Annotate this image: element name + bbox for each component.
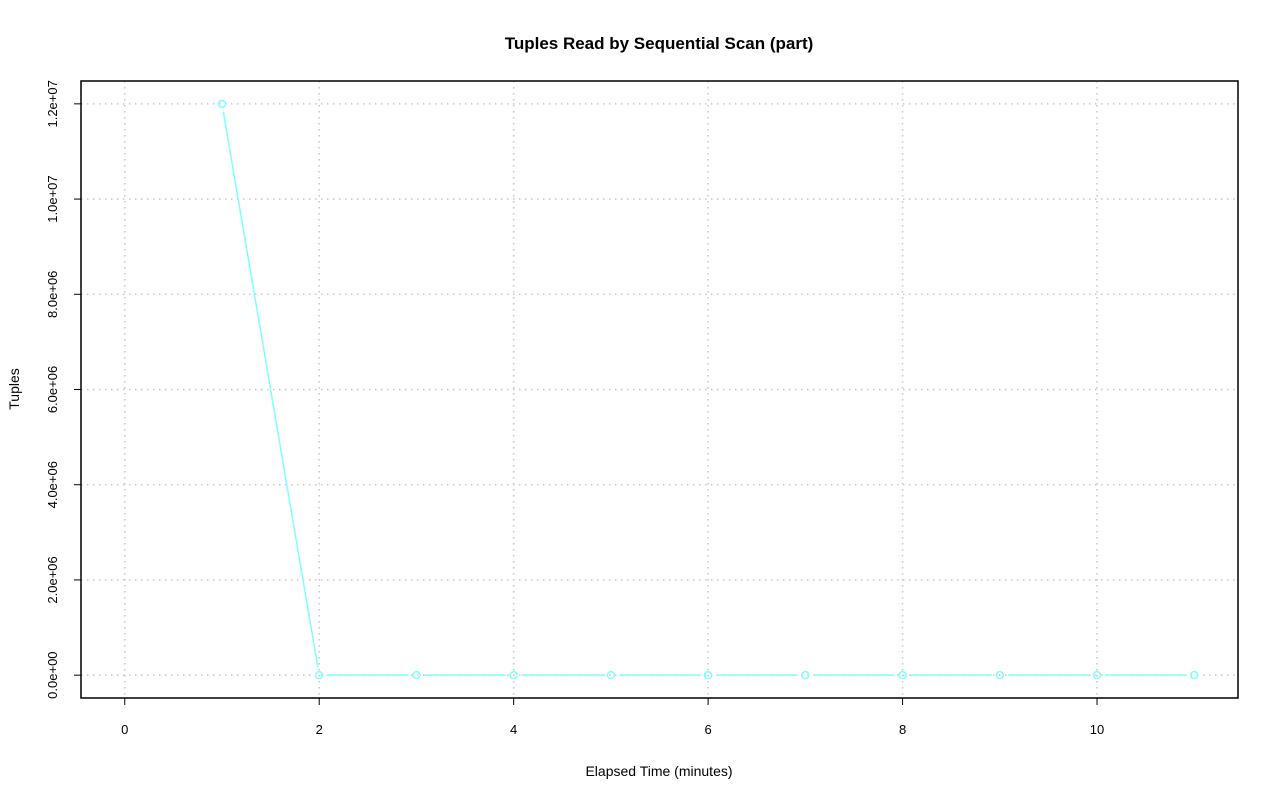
data-point bbox=[801, 670, 810, 680]
y-tick-label: 8.0e+06 bbox=[45, 271, 60, 318]
x-tick-label: 4 bbox=[510, 722, 517, 737]
x-axis: 0 2 4 6 8 10 bbox=[121, 698, 1104, 737]
data-point bbox=[898, 670, 907, 680]
data-point bbox=[412, 670, 421, 680]
x-tick-label: 2 bbox=[316, 722, 323, 737]
grid bbox=[81, 81, 1238, 698]
y-axis-label: Tuples bbox=[6, 368, 22, 410]
x-tick-label: 6 bbox=[704, 722, 711, 737]
y-axis: 0.0e+00 2.0e+06 4.0e+06 6.0e+06 8.0e+06 1.0e+… bbox=[45, 80, 81, 699]
data-point bbox=[606, 670, 616, 680]
x-tick-label: 0 bbox=[121, 722, 128, 737]
y-tick-label: 1.0e+07 bbox=[45, 175, 60, 222]
data-point bbox=[314, 670, 324, 680]
chart-title: Tuples Read by Sequential Scan (part) bbox=[505, 34, 814, 53]
data-point bbox=[1189, 670, 1199, 680]
y-tick-label: 4.0e+06 bbox=[45, 461, 60, 508]
y-tick-label: 1.2e+07 bbox=[45, 80, 60, 127]
plot-frame bbox=[80, 80, 1239, 699]
x-tick-label: 10 bbox=[1090, 722, 1104, 737]
data-point bbox=[995, 670, 1005, 680]
data-point bbox=[1092, 670, 1102, 680]
x-tick-label: 8 bbox=[899, 722, 906, 737]
data-point bbox=[703, 670, 713, 680]
y-tick-label: 6.0e+06 bbox=[45, 366, 60, 413]
series-lines bbox=[217, 99, 1199, 680]
y-tick-label: 0.0e+00 bbox=[45, 651, 60, 698]
series-segment bbox=[222, 111, 319, 668]
data-point bbox=[509, 670, 518, 680]
y-tick-label: 2.0e+06 bbox=[45, 556, 60, 603]
data-point bbox=[217, 99, 227, 109]
x-axis-label: Elapsed Time (minutes) bbox=[585, 763, 732, 779]
